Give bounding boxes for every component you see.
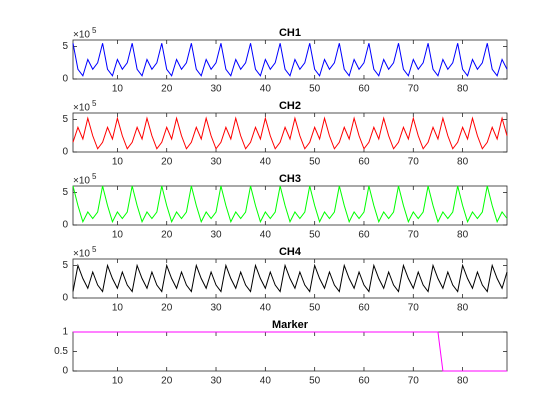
x-tick-label: 80 <box>457 376 469 387</box>
x-tick-label: 50 <box>309 84 321 95</box>
x-tick-label: 70 <box>408 376 420 387</box>
x-tick-label: 80 <box>457 84 469 95</box>
y-tick-label: 1 <box>62 327 68 338</box>
y-tick-label: 5 <box>62 260 68 271</box>
y-exponent: 5 <box>92 172 97 181</box>
series-line <box>73 331 507 372</box>
y-tick-label: 0 <box>62 293 68 304</box>
x-tick-label: 60 <box>358 84 370 95</box>
y-tick-label: 0 <box>62 366 68 377</box>
subplot-title: Marker <box>272 319 309 331</box>
x-tick-label: 40 <box>260 84 272 95</box>
x-tick-label: 10 <box>112 376 124 387</box>
x-tick-label: 10 <box>112 303 124 314</box>
y-exponent-base: ×10 <box>73 249 90 260</box>
x-tick-label: 20 <box>161 376 173 387</box>
x-tick-label: 20 <box>161 157 173 168</box>
series-line <box>72 116 508 150</box>
x-tick-label: 40 <box>260 303 272 314</box>
series-line <box>72 185 508 224</box>
y-exponent-base: ×10 <box>73 176 90 187</box>
y-tick-label: 0 <box>62 220 68 231</box>
y-tick-label: 5 <box>62 187 68 198</box>
x-tick-label: 70 <box>408 303 420 314</box>
x-tick-label: 60 <box>358 376 370 387</box>
y-tick-label: 0 <box>62 147 68 158</box>
x-tick-label: 60 <box>358 230 370 241</box>
x-tick-label: 10 <box>112 84 124 95</box>
x-tick-label: 50 <box>309 376 321 387</box>
subplot: Marker 10 20 30 40 50 60 70 80 0 0.5 1 <box>54 319 508 387</box>
x-tick-label: 30 <box>210 303 222 314</box>
x-tick-label: 60 <box>358 157 370 168</box>
x-tick-label: 60 <box>358 303 370 314</box>
x-tick-label: 20 <box>161 84 173 95</box>
subplot-title: CH1 <box>279 27 301 39</box>
y-exponent: 5 <box>92 26 97 35</box>
x-tick-label: 50 <box>309 157 321 168</box>
y-tick-label: 5 <box>62 41 68 52</box>
x-tick-label: 30 <box>210 84 222 95</box>
subplot-title: CH3 <box>279 173 301 185</box>
x-tick-label: 80 <box>457 157 469 168</box>
y-tick-label: 0.5 <box>54 346 68 357</box>
series-line <box>72 263 508 293</box>
x-tick-label: 80 <box>457 230 469 241</box>
subplot-title: CH4 <box>279 246 302 258</box>
x-tick-label: 20 <box>161 303 173 314</box>
x-tick-label: 40 <box>260 157 272 168</box>
x-tick-label: 70 <box>408 230 420 241</box>
y-tick-label: 0 <box>62 74 68 85</box>
x-tick-label: 40 <box>260 376 272 387</box>
x-tick-label: 50 <box>309 230 321 241</box>
x-tick-label: 40 <box>260 230 272 241</box>
x-tick-label: 80 <box>457 303 469 314</box>
axes-box <box>72 112 508 153</box>
x-tick-label: 10 <box>112 230 124 241</box>
subplot-title: CH2 <box>279 100 301 112</box>
y-exponent: 5 <box>92 245 97 254</box>
y-exponent: 5 <box>92 99 97 108</box>
x-tick-label: 30 <box>210 157 222 168</box>
x-tick-label: 70 <box>408 84 420 95</box>
x-tick-label: 50 <box>309 303 321 314</box>
x-tick-label: 30 <box>210 230 222 241</box>
axes-box <box>72 185 508 226</box>
x-tick-label: 20 <box>161 230 173 241</box>
x-tick-label: 10 <box>112 157 124 168</box>
y-exponent-base: ×10 <box>73 30 90 41</box>
y-exponent-base: ×10 <box>73 103 90 114</box>
y-tick-label: 5 <box>62 114 68 125</box>
x-tick-label: 70 <box>408 157 420 168</box>
x-tick-label: 30 <box>210 376 222 387</box>
series-line <box>72 43 508 77</box>
axes-box <box>72 39 508 80</box>
